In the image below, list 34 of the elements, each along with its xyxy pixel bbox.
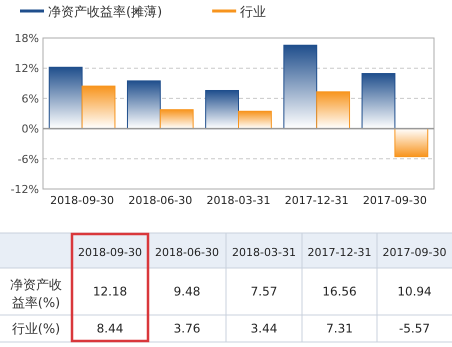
data-label: -5.57 <box>398 322 430 336</box>
y-tick-label: 12% <box>14 62 39 76</box>
y-tick-label: 6% <box>22 92 39 106</box>
bar <box>82 86 116 130</box>
bar <box>283 44 318 130</box>
data-label: 3.76 <box>174 322 200 336</box>
bar <box>205 90 239 130</box>
data-label: 16.56 <box>322 284 357 298</box>
y-tick-label: 18% <box>14 32 39 45</box>
x-tick-label: 2018-06-30 <box>128 194 192 207</box>
bar <box>316 91 350 130</box>
data-label: 9.48 <box>174 284 200 298</box>
y-tick-label: -12% <box>10 183 39 196</box>
bar <box>160 109 194 130</box>
x-tick-label: 2017-09-30 <box>362 194 427 207</box>
data-label: 7.31 <box>326 322 353 336</box>
bar <box>48 66 83 130</box>
bar <box>126 80 161 130</box>
data-label: 3.44 <box>250 322 278 336</box>
legend-label: 净资产收益率(摊薄) <box>48 4 162 20</box>
data-label: 8.44 <box>96 322 124 336</box>
x-tick-label: 2018-03-31 <box>206 194 270 207</box>
data-label: 7.57 <box>250 284 278 298</box>
legend-label: 行业 <box>240 5 266 20</box>
table: 2018-09-30 2018-06-30 2018-03-31 2017-12-31 2017-09-30 12.18 9.48 7.57 16.56 10.94 8.44 3.76 3.44 7.31 -5.57 净资产收益率(%) 行业(%) <box>0 232 452 342</box>
data-label: 10.94 <box>397 284 432 298</box>
x-tick-label: 2017-12-31 <box>284 194 349 207</box>
y-tick-label: -6% <box>18 152 39 166</box>
x-tick-label: 2018-09-30 <box>50 194 114 207</box>
bar <box>362 73 396 130</box>
data-label: 12.18 <box>92 284 128 298</box>
bar <box>394 128 428 158</box>
bar <box>238 110 272 130</box>
y-tick-label: 0% <box>22 122 39 136</box>
